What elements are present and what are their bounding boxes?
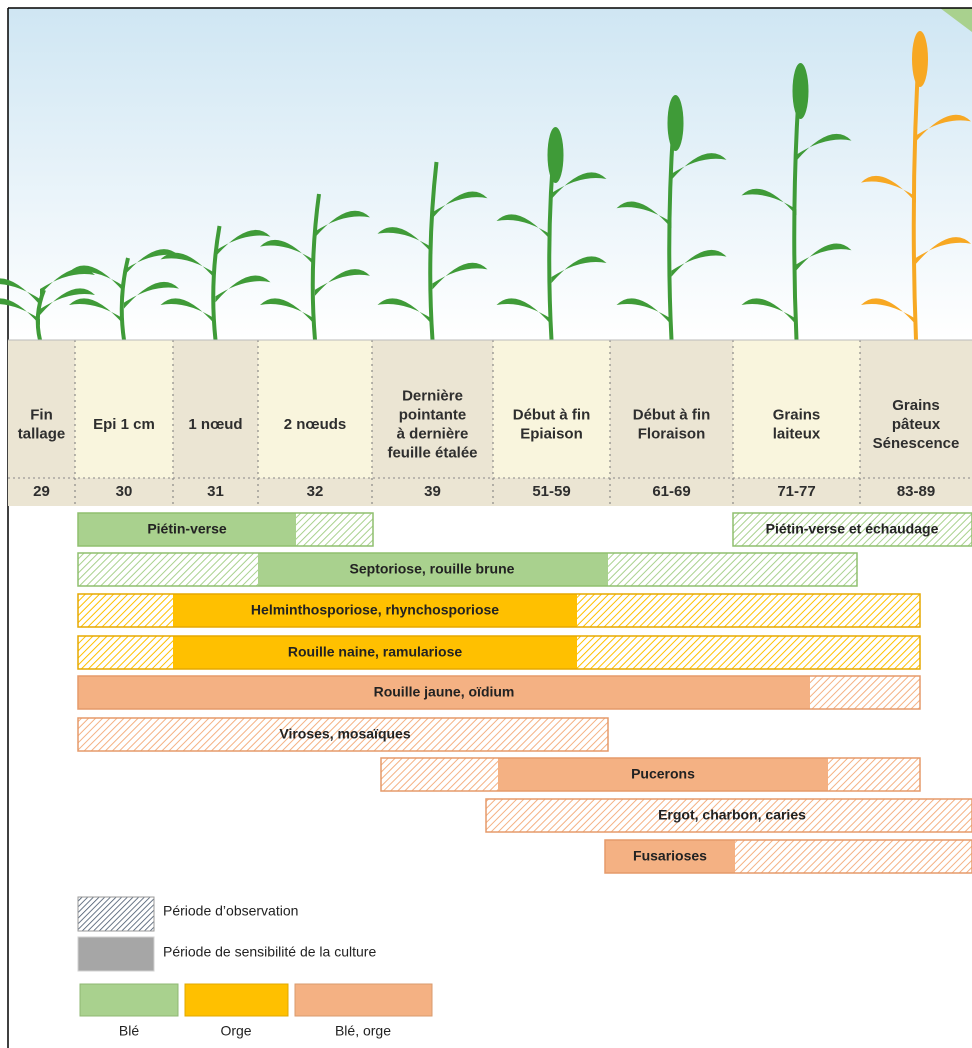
stage-code: 61-69 [652, 483, 690, 500]
observation-segment [577, 636, 920, 669]
plant-ear [668, 95, 684, 151]
stage-label: à dernière [397, 425, 469, 442]
stage-code: 51-59 [532, 483, 570, 500]
sky [8, 8, 972, 340]
observation-segment [577, 594, 920, 627]
stage-label: Début à fin [633, 406, 711, 423]
stage-label: Grains [892, 397, 940, 414]
stage-table: Fin tallage 29 Epi 1 cm 30 1 nœud 31 2 nœuds 32 D… [8, 340, 972, 506]
stage-label: feuille étalée [387, 444, 477, 461]
stage-cell [258, 340, 372, 478]
stage-label: Sénescence [873, 435, 960, 452]
disease-label: Piétin-verse [147, 521, 227, 537]
observation-segment [296, 513, 373, 546]
disease-label: Helminthosporiose, rhynchosporiose [251, 602, 499, 618]
stage-cell [75, 340, 173, 478]
crop-label: Orge [220, 1023, 251, 1039]
stage-code: 31 [207, 483, 224, 500]
stage-label: Floraison [638, 425, 706, 442]
stage-label: Dernière [402, 387, 463, 404]
crop-swatch [80, 984, 178, 1016]
stage-label: Fin [30, 406, 53, 423]
disease-label: Septoriose, rouille brune [350, 561, 515, 577]
legend-hatch-swatch [78, 897, 154, 931]
disease-label: Ergot, charbon, caries [658, 807, 806, 823]
stage-code: 83-89 [897, 483, 935, 500]
stage-code: 32 [307, 483, 324, 500]
stage-cell [173, 340, 258, 478]
disease-label: Viroses, mosaïques [279, 726, 410, 742]
plant-ear [793, 63, 809, 119]
stage-label: pointante [399, 406, 467, 423]
crop-swatch [295, 984, 432, 1016]
disease-label: Pucerons [631, 766, 695, 782]
stage-label: pâteux [892, 416, 941, 433]
disease-label: Piétin-verse et échaudage [766, 521, 939, 537]
disease-label: Fusarioses [633, 848, 707, 864]
stage-label: 1 nœud [188, 416, 242, 433]
stage-label: Epiaison [520, 425, 583, 442]
observation-segment [381, 758, 498, 791]
observation-segment [78, 553, 258, 586]
legend-solid-swatch [78, 937, 154, 971]
legend-sensitivity: Période de sensibilité de la culture [163, 944, 376, 960]
observation-segment [78, 636, 173, 669]
stage-code: 29 [33, 483, 50, 500]
legend-observation: Période d’observation [163, 903, 298, 919]
stage-label: 2 nœuds [284, 416, 347, 433]
observation-segment [608, 553, 857, 586]
observation-segment [78, 594, 173, 627]
observation-segment [735, 840, 972, 873]
disease-label: Rouille naine, ramulariose [288, 644, 462, 660]
crop-swatch [185, 984, 288, 1016]
stage-code: 30 [116, 483, 133, 500]
observation-segment [828, 758, 920, 791]
stage-label: Epi 1 cm [93, 416, 155, 433]
crop-label: Blé, orge [335, 1023, 391, 1039]
stage-label: laiteux [773, 425, 821, 442]
plant-ear [912, 31, 928, 87]
stage-label: Grains [773, 406, 821, 423]
observation-segment [810, 676, 920, 709]
plant-ear [548, 127, 564, 183]
stage-label: tallage [18, 425, 66, 442]
disease-bars: Piétin-verse Piétin-verse et échaudage Sep… [78, 513, 972, 873]
stage-code: 71-77 [777, 483, 815, 500]
stage-label: Début à fin [513, 406, 591, 423]
stage-code: 39 [424, 483, 441, 500]
crop-label: Blé [119, 1023, 139, 1039]
disease-label: Rouille jaune, oïdium [374, 684, 515, 700]
diagram: Fin tallage 29 Epi 1 cm 30 1 nœud 31 2 nœuds 32 D… [0, 0, 972, 1048]
